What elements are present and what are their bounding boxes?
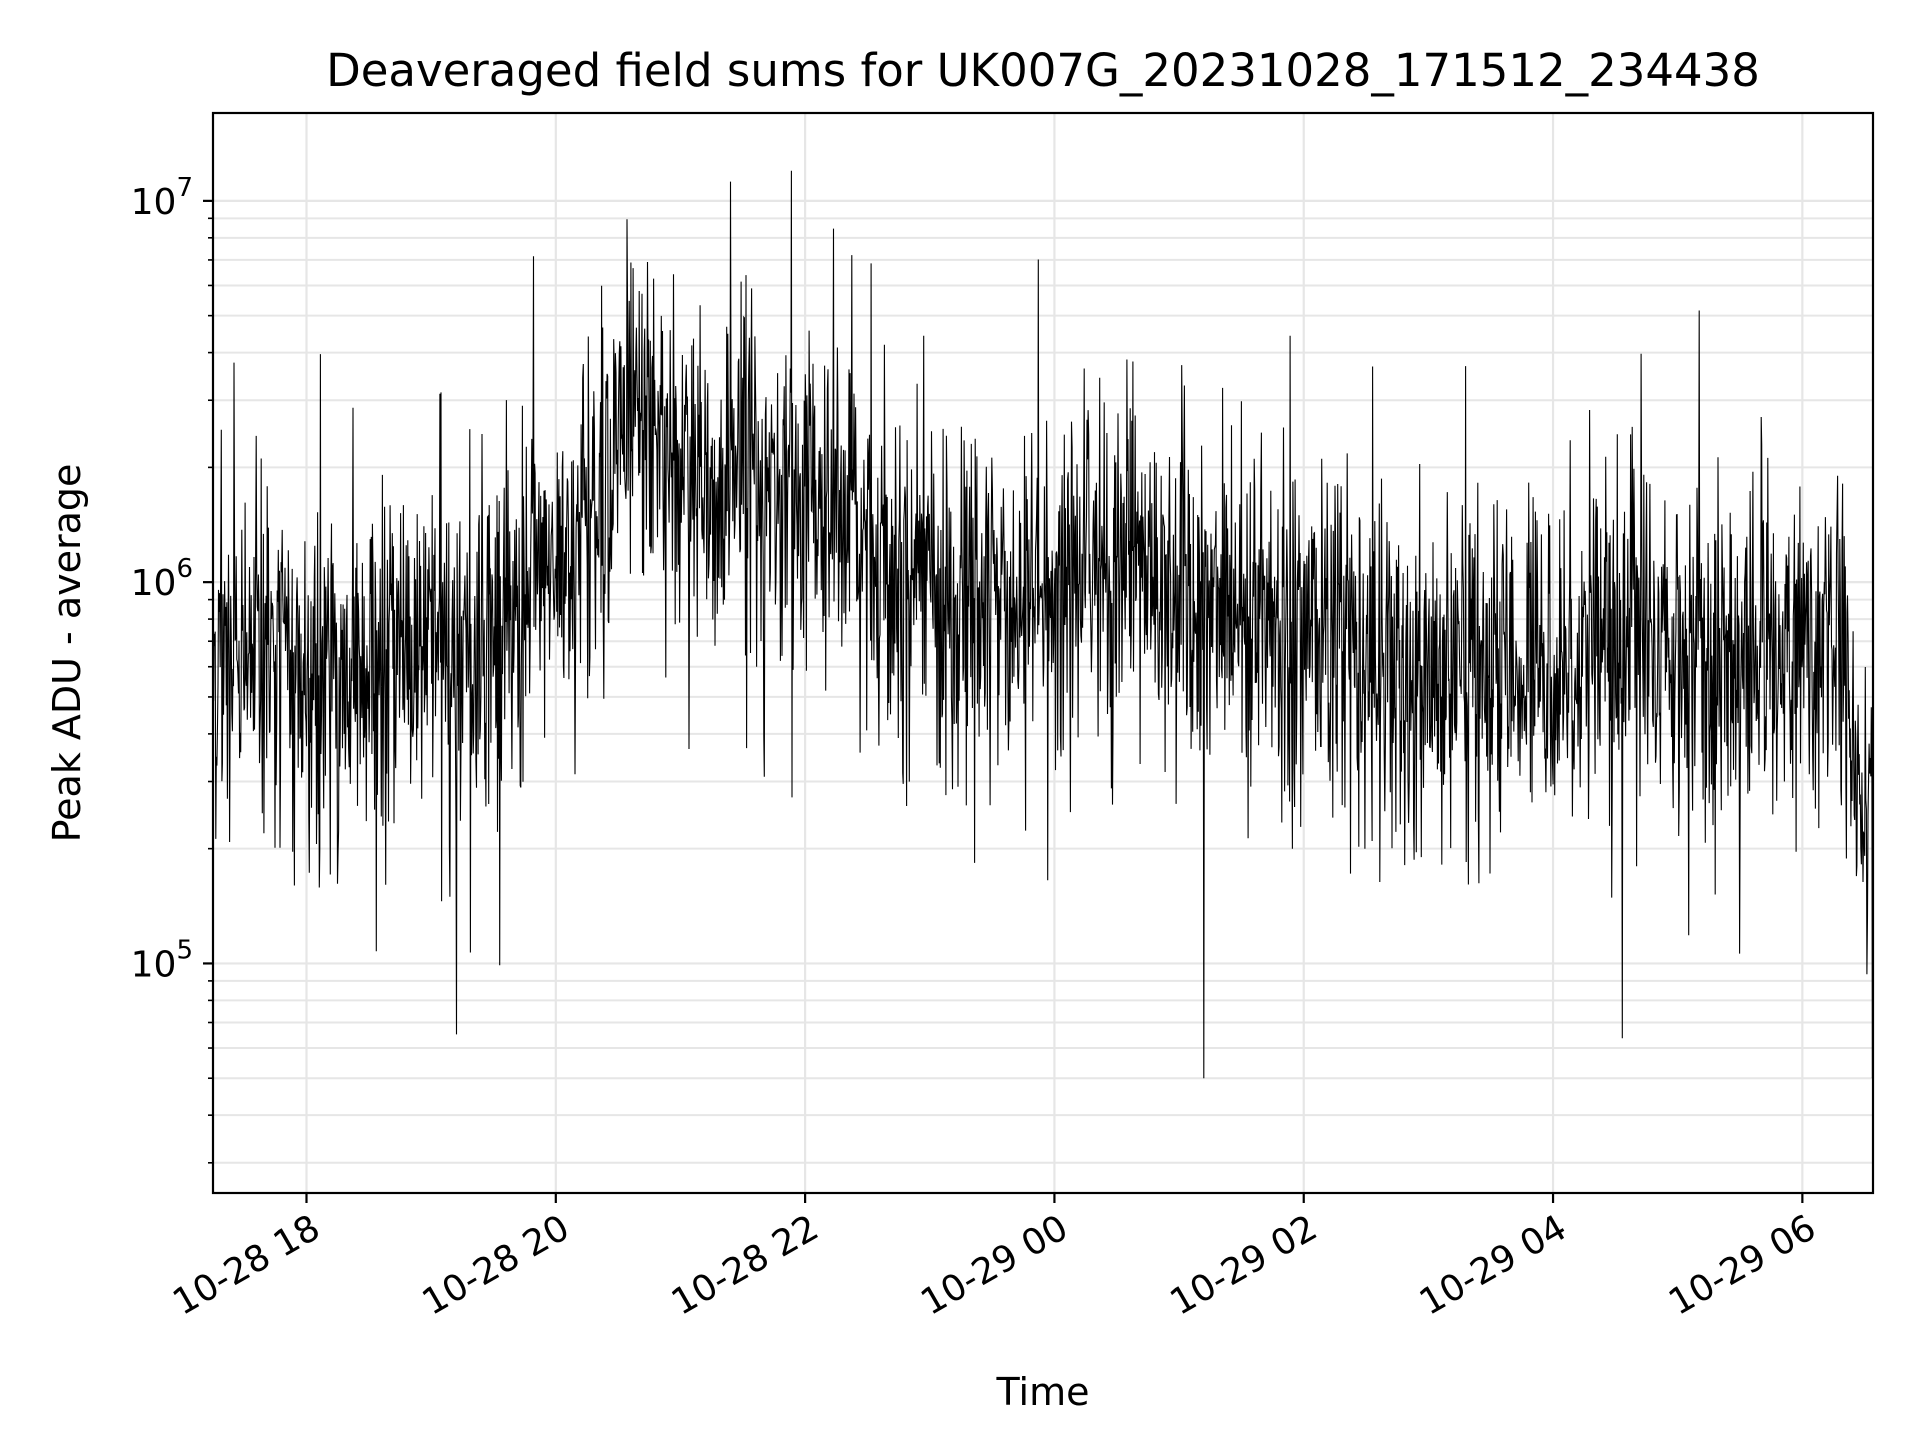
data-series — [212, 170, 1874, 1079]
x-axis-label: Time — [996, 1370, 1090, 1414]
plot-frame — [211, 111, 1875, 1195]
y-tick-label: 106 — [131, 554, 193, 604]
series-line — [212, 170, 1874, 1079]
y-axis-label: Peak ADU - average — [45, 464, 89, 843]
y-tick-label: 107 — [131, 173, 193, 223]
y-tick-label: 105 — [131, 935, 193, 985]
chart-title: Deaveraged field sums for UK007G_2023102… — [326, 44, 1760, 97]
